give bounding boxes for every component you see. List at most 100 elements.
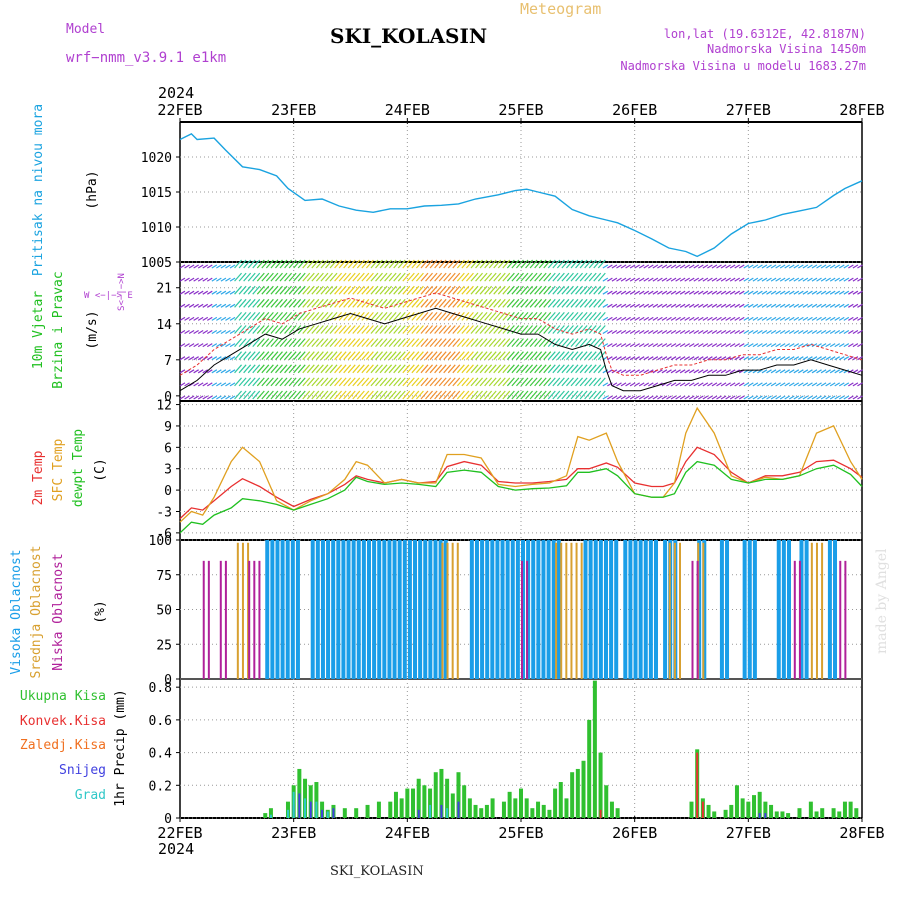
wind-barb	[502, 285, 511, 295]
wind-barb	[793, 382, 800, 387]
wind-barb	[584, 364, 593, 374]
pressure-line	[179, 133, 863, 258]
wind-barb	[475, 377, 483, 387]
wind-barb	[684, 329, 690, 335]
precip-bar	[842, 801, 847, 818]
wind-barb	[279, 364, 288, 374]
precip-snow-label: Snijeg	[59, 763, 106, 778]
wind-barb	[729, 395, 736, 400]
wind-barb	[275, 298, 283, 308]
wind-barb	[420, 351, 429, 361]
wind-barb	[848, 395, 854, 400]
wind-barb	[566, 259, 574, 269]
wind-barb	[338, 351, 347, 361]
wind-barb	[443, 351, 452, 361]
wind-barb	[306, 259, 315, 269]
wind-barb	[493, 351, 502, 361]
y-tick-label: 0	[164, 390, 172, 405]
wind-barb	[807, 395, 813, 400]
wind-barb	[666, 316, 672, 321]
wind-barb	[770, 395, 777, 400]
wind-barb	[415, 325, 424, 334]
wind-barb	[284, 338, 293, 347]
wind-barb	[688, 303, 695, 308]
cloud-bar	[793, 560, 796, 679]
wind-barb	[538, 338, 547, 347]
wind-barb	[620, 369, 627, 374]
wind-barb	[757, 395, 763, 400]
precip-bar	[774, 811, 779, 818]
wind-barb	[661, 277, 668, 282]
wind-barb	[293, 377, 302, 387]
wind-barb	[607, 264, 613, 269]
cloud-bar	[382, 540, 387, 679]
wind-barb	[543, 325, 552, 334]
wind-barb	[256, 325, 265, 334]
wind-barb	[393, 377, 402, 387]
wind-barb	[757, 277, 763, 282]
wind-barb	[475, 285, 483, 295]
wind-barb	[206, 382, 213, 387]
wind-barb	[625, 277, 631, 282]
wind-barb	[634, 369, 640, 374]
wind-barb	[757, 329, 763, 335]
cloud-bar	[336, 540, 341, 679]
precip-bar	[689, 801, 694, 818]
wind-barb	[511, 338, 520, 347]
wind-barb	[206, 290, 213, 295]
precip-bar	[269, 814, 272, 818]
temp-dewpt-label: dewpt Temp	[71, 429, 86, 507]
wind-barb	[343, 364, 352, 374]
wind-barb	[238, 312, 247, 321]
wind-barb	[188, 382, 195, 387]
wind-barb	[511, 285, 520, 295]
wind-barb	[707, 290, 713, 295]
cloud-bar	[207, 560, 210, 679]
wind-barb	[188, 356, 195, 361]
wind-barb	[502, 312, 511, 321]
wind-barb	[197, 264, 204, 269]
wind-barb	[584, 377, 593, 387]
wind-barb	[525, 272, 533, 282]
wind-barb	[179, 382, 186, 387]
wind-barb	[720, 290, 727, 295]
wind-barb	[411, 272, 420, 282]
wind-barb	[834, 369, 841, 374]
wind-barb	[684, 290, 690, 295]
wind-barb	[820, 343, 827, 348]
wind-barb	[820, 316, 827, 321]
wind-barb	[488, 298, 497, 308]
wind-barb	[447, 377, 456, 387]
wind-barb	[211, 343, 218, 348]
wind-barb	[288, 312, 297, 321]
wind-barb	[775, 369, 781, 374]
wind-barb	[802, 277, 809, 282]
wind-barb	[802, 369, 809, 374]
wind-barb	[229, 343, 236, 348]
wind-barb	[652, 382, 659, 387]
wind-barb	[666, 369, 672, 374]
wind-barb	[693, 264, 700, 269]
wind-barb	[238, 325, 247, 334]
wind-barb	[566, 364, 574, 374]
wind-barb	[261, 338, 270, 347]
wind-barb	[225, 264, 231, 269]
wind-barb	[647, 343, 654, 348]
wind-barb	[720, 382, 727, 387]
wind-barb	[465, 285, 474, 295]
wind-barb	[543, 259, 552, 269]
wind-barb	[202, 264, 209, 269]
cloud-bar	[623, 540, 628, 679]
wind-barb	[397, 325, 406, 334]
wind-barb	[370, 377, 379, 387]
wind-barb	[734, 382, 741, 387]
wind-barb	[748, 277, 754, 282]
wind-barb	[443, 312, 452, 321]
wind-barb	[684, 369, 690, 374]
wind-barb	[798, 356, 804, 361]
wind-barb	[679, 316, 686, 321]
wind-barb	[638, 356, 645, 361]
wind-barb	[679, 329, 686, 335]
wind-barb	[415, 298, 424, 308]
wind-barb	[306, 285, 315, 295]
